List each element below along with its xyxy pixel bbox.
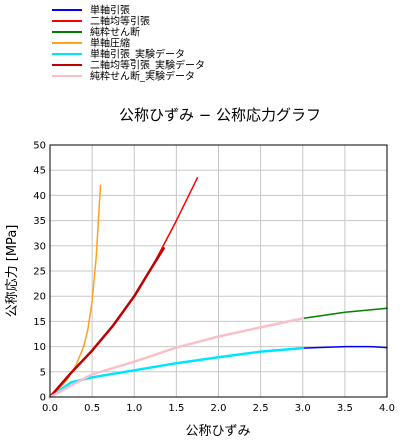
x-tick-label: 1.5 [168, 403, 184, 414]
series-line-4 [49, 184, 102, 398]
y-tick-label: 30 [33, 241, 46, 252]
x-tick-labels: 0.0 0.5 1.0 1.5 2.0 2.5 3.0 3.5 4.0 [42, 403, 395, 414]
legend-label: 純粋せん断_実験データ [90, 70, 195, 83]
x-axis-label: 公称ひずみ [185, 424, 250, 439]
x-tick-label: 3.0 [295, 403, 311, 414]
series-line-6 [48, 247, 165, 399]
chart-title: 公称ひずみ − 公称応力グラフ [119, 106, 321, 124]
legend-label: 単軸引張_実験データ [90, 48, 185, 61]
x-tick-label: 3.5 [337, 403, 353, 414]
x-tick-label: 2.5 [253, 403, 269, 414]
y-axis-label: 公称応力 [MPa] [5, 225, 20, 318]
series-line-7 [48, 317, 305, 399]
y-tick-label: 40 [33, 191, 46, 202]
y-tick-label: 0 [40, 393, 46, 404]
legend-label: 単軸圧縮 [90, 37, 130, 50]
y-tick-label: 35 [33, 216, 46, 227]
legend-label: 二軸均等引張_実験データ [90, 59, 205, 72]
y-tick-label: 15 [33, 317, 46, 328]
x-tick-label: 4.0 [379, 403, 395, 414]
series-lines [48, 177, 388, 399]
plot-frame [49, 144, 388, 398]
x-tick-label: 1.0 [126, 403, 142, 414]
x-tick-label: 0.0 [42, 403, 58, 414]
series-line-5 [48, 346, 305, 399]
y-tick-label: 50 [33, 141, 46, 152]
y-tick-label: 45 [33, 166, 46, 177]
y-tick-labels: 0 5 10 15 20 25 30 35 40 45 50 [33, 141, 46, 404]
y-tick-label: 20 [33, 292, 46, 303]
x-tick-label: 0.5 [84, 403, 100, 414]
legend-label: 単軸引張 [90, 4, 130, 17]
y-tick-label: 25 [33, 267, 46, 278]
legend-label: 純粋せん断 [90, 26, 140, 39]
legend-label: 二軸均等引張 [90, 15, 150, 28]
legend: 単軸引張二軸均等引張純粋せん断単軸圧縮単軸引張_実験データ二軸均等引張_実験デー… [52, 4, 205, 83]
gridlines [50, 145, 387, 397]
y-tick-label: 10 [33, 342, 46, 353]
y-tick-label: 5 [40, 367, 46, 378]
x-tick-label: 2.0 [211, 403, 227, 414]
